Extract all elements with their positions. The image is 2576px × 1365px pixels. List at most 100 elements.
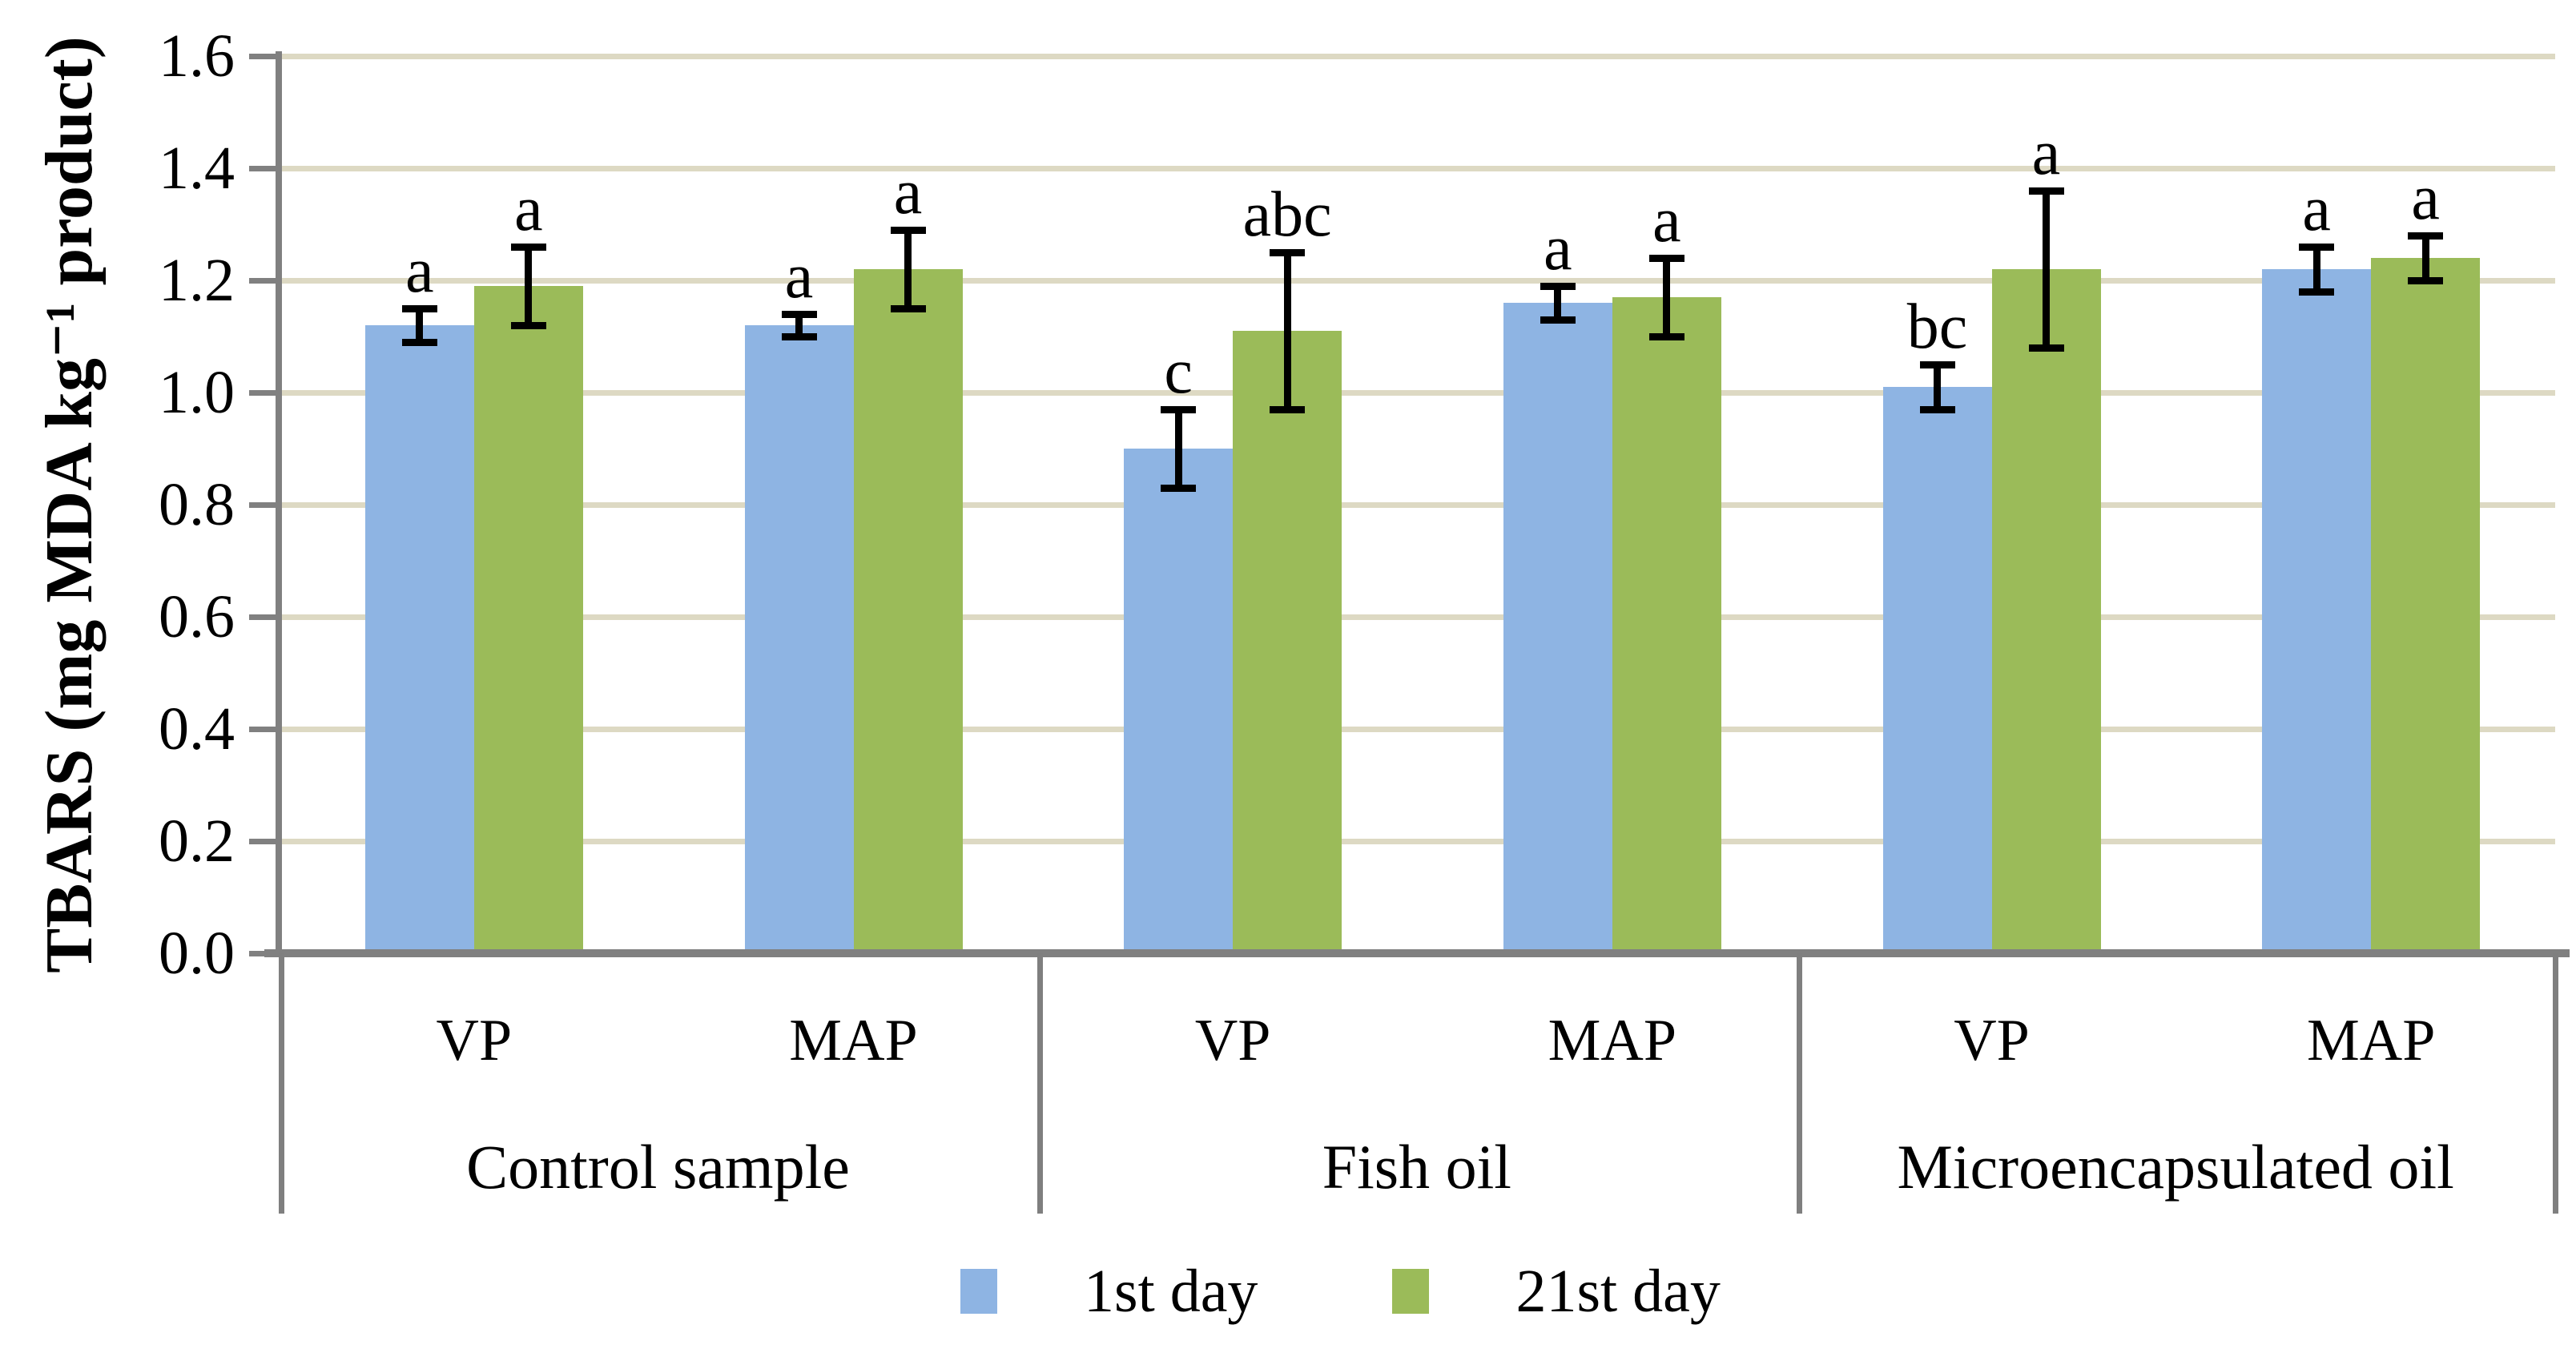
significance-letter: c: [1164, 336, 1193, 407]
y-axis-tick: [249, 390, 279, 396]
y-axis-tick-label: 0.2: [159, 807, 235, 875]
error-bar-cap-top: [2408, 232, 2444, 240]
significance-letter: a: [514, 174, 543, 244]
y-axis-tick-label: 0.0: [159, 920, 235, 987]
y-gridline: [279, 165, 2555, 171]
bar-1st-day-slot-5: [1882, 387, 1992, 953]
error-bar-cap-bottom: [1648, 332, 1684, 340]
group-divider: [1796, 953, 1802, 1214]
error-bar-whisker: [416, 308, 424, 342]
error-bar-whisker: [1174, 409, 1182, 488]
x-axis-group-label: Microencapsulated oil: [1897, 1132, 2454, 1202]
y-axis-tick-label: 0.8: [159, 471, 235, 538]
y-axis-tick: [249, 166, 279, 171]
y-axis-tick-label: 1.0: [159, 359, 235, 426]
y-axis-tick: [249, 727, 279, 732]
error-bar-cap-top: [510, 243, 546, 251]
y-axis-tick-label: 1.6: [159, 22, 235, 90]
group-divider: [1037, 953, 1044, 1214]
x-axis-category-label: VP: [1194, 1008, 1271, 1073]
legend-label: 1st day: [1084, 1258, 1258, 1325]
y-axis-tick-label: 0.4: [159, 695, 235, 763]
x-axis-baseline: [264, 949, 2570, 957]
y-gridline: [279, 389, 2555, 396]
error-bar-whisker: [2312, 247, 2320, 292]
y-axis-tick: [249, 502, 279, 508]
y-axis-tick: [249, 278, 279, 284]
bar-21st-day-slot-2: [853, 269, 963, 953]
error-bar-cap-top: [890, 226, 926, 234]
y-axis-tick-label: 1.4: [159, 135, 235, 202]
error-bar-cap-bottom: [1270, 405, 1306, 413]
significance-letter: bc: [1906, 292, 1968, 362]
error-bar-cap-top: [1919, 360, 1955, 368]
error-bar-whisker: [795, 314, 803, 336]
bar-21st-day-slot-5: [1991, 269, 2101, 953]
bar-1st-day-slot-6: [2262, 269, 2372, 953]
bar-21st-day-slot-6: [2371, 258, 2481, 953]
y-axis-tick: [249, 839, 279, 844]
y-gridline: [279, 614, 2555, 620]
x-axis-category-label: VP: [1954, 1008, 2030, 1073]
error-bar-cap-top: [781, 310, 817, 318]
y-gridline: [279, 277, 2555, 284]
error-bar-cap-top: [1161, 405, 1197, 413]
y-axis-tick: [249, 54, 279, 59]
error-bar-whisker: [904, 230, 912, 308]
significance-letter: a: [1652, 185, 1681, 256]
significance-letter: a: [784, 241, 814, 312]
error-bar-whisker: [2421, 236, 2429, 280]
y-axis-tick-label: 1.2: [159, 247, 235, 314]
y-gridline: [279, 501, 2555, 508]
error-bar-whisker: [2043, 191, 2050, 348]
error-bar-cap-bottom: [1919, 405, 1955, 413]
error-bar-cap-bottom: [510, 321, 546, 329]
significance-letter: a: [2411, 163, 2440, 233]
error-bar-cap-bottom: [890, 304, 926, 312]
x-axis-group-label: Fish oil: [1322, 1132, 1511, 1202]
significance-letter: a: [405, 236, 434, 306]
bar-1st-day-slot-4: [1503, 303, 1612, 953]
error-bar-cap-top: [1648, 254, 1684, 262]
group-divider: [2553, 953, 2558, 1214]
significance-letter: a: [893, 157, 923, 228]
bar-1st-day-slot-1: [364, 325, 474, 953]
error-bar-whisker: [1554, 286, 1562, 320]
legend-label: 21st day: [1515, 1258, 1721, 1325]
bar-21st-day-slot-4: [1612, 297, 1721, 953]
x-axis-category-label: MAP: [1548, 1008, 1677, 1073]
error-bar-cap-bottom: [2408, 276, 2444, 284]
error-bar-cap-bottom: [2028, 344, 2064, 352]
error-bar-cap-bottom: [1540, 316, 1576, 324]
x-axis-category-label: MAP: [2306, 1008, 2436, 1073]
error-bar-cap-top: [2028, 187, 2064, 195]
y-gridline: [279, 726, 2555, 732]
error-bar-cap-top: [2299, 243, 2335, 251]
error-bar-whisker: [1663, 258, 1671, 336]
x-axis-category-label: VP: [436, 1008, 513, 1073]
y-gridline: [279, 53, 2555, 59]
legend: 1st day 21st day: [960, 1250, 1721, 1333]
legend-swatch-21st-day: [1392, 1269, 1430, 1314]
error-bar-cap-top: [1540, 282, 1576, 290]
y-gridline: [279, 838, 2555, 844]
significance-letter: a: [2302, 174, 2331, 244]
bar-21st-day-slot-3: [1233, 331, 1342, 953]
x-axis-group-label: Control sample: [466, 1132, 850, 1202]
legend-swatch-1st-day: [960, 1269, 997, 1314]
bar-21st-day-slot-1: [473, 286, 583, 953]
error-bar-cap-bottom: [2299, 288, 2335, 296]
error-bar-cap-bottom: [401, 338, 437, 346]
significance-letter: abc: [1242, 179, 1332, 250]
group-divider: [279, 953, 284, 1214]
bar-1st-day-slot-3: [1124, 449, 1234, 953]
significance-letter: a: [1544, 213, 1572, 284]
y-axis-line: [276, 51, 282, 956]
error-bar-cap-top: [1270, 248, 1306, 256]
bar-1st-day-slot-2: [744, 325, 854, 953]
legend-item-1st-day: 1st day: [960, 1261, 1258, 1322]
error-bar-cap-bottom: [1161, 484, 1197, 492]
y-axis-tick: [249, 951, 279, 956]
legend-item-21st-day: 21st day: [1392, 1258, 1721, 1325]
